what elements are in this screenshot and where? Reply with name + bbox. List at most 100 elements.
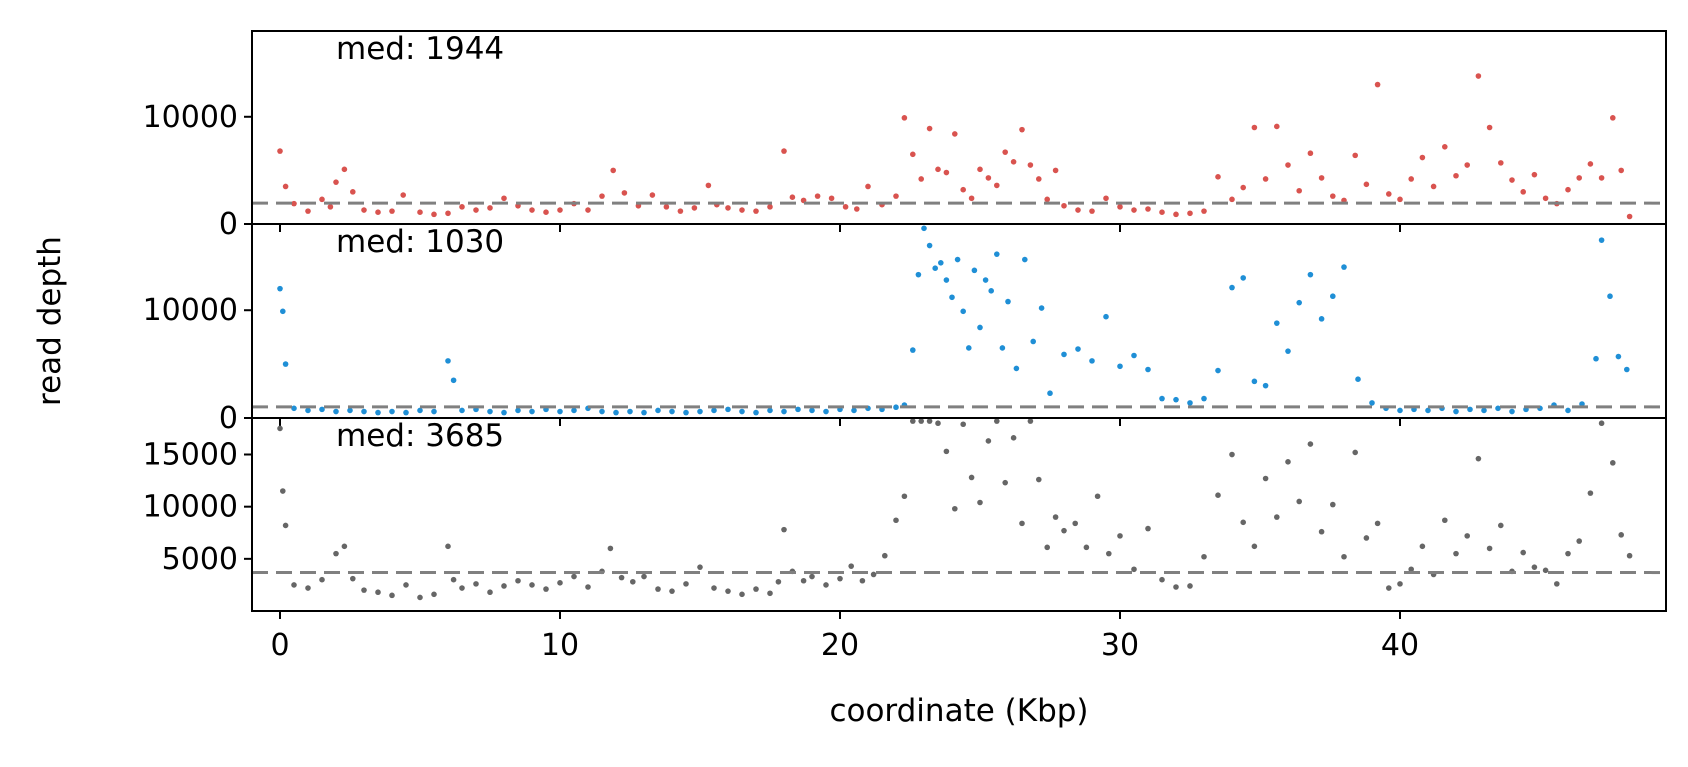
data-point <box>994 251 1000 257</box>
panel-1: 0 10000 med: 1944 <box>143 30 1667 242</box>
data-point <box>361 587 367 593</box>
data-point <box>1486 545 1493 552</box>
data-point <box>882 552 888 559</box>
data-point <box>327 204 334 210</box>
data-point <box>1626 213 1633 220</box>
data-point <box>1274 514 1280 520</box>
data-point <box>445 358 451 364</box>
data-point <box>1251 378 1258 385</box>
data-point <box>988 288 994 294</box>
data-point <box>333 408 339 415</box>
data-point <box>610 167 616 174</box>
data-point <box>333 550 339 557</box>
x-tick-label: 0 <box>270 628 289 663</box>
median-label: med: 1944 <box>336 31 504 67</box>
data-point <box>1307 271 1314 278</box>
y-axis-title: read depth <box>32 236 68 406</box>
data-point <box>277 425 283 432</box>
data-point <box>403 409 409 416</box>
data-point <box>711 585 717 591</box>
data-point <box>1419 543 1426 550</box>
data-point <box>277 148 283 154</box>
data-point <box>1047 390 1053 397</box>
data-point <box>781 148 787 154</box>
data-point <box>1531 171 1538 178</box>
data-point <box>1117 533 1123 539</box>
data-point <box>677 208 684 214</box>
data-point <box>641 573 647 580</box>
data-point <box>1145 525 1151 532</box>
data-point <box>1240 275 1246 281</box>
data-point <box>870 571 877 578</box>
data-point <box>952 505 958 512</box>
data-point <box>1481 407 1487 414</box>
data-point <box>1386 585 1392 591</box>
data-point <box>1240 184 1246 191</box>
data-point <box>1593 355 1599 362</box>
data-point <box>501 583 507 589</box>
data-point <box>389 208 395 214</box>
data-point <box>691 205 698 211</box>
y-tick-label: 0 <box>219 401 238 436</box>
data-point <box>1187 400 1193 406</box>
data-point <box>1285 348 1291 354</box>
data-point <box>1215 492 1221 499</box>
data-point <box>725 406 731 413</box>
data-point <box>473 581 479 587</box>
data-point <box>1215 174 1221 180</box>
data-point <box>1307 150 1314 157</box>
data-point <box>999 345 1006 351</box>
data-point <box>618 574 625 581</box>
x-tick-label: 10 <box>541 628 579 663</box>
data-point <box>341 543 348 550</box>
data-point <box>683 409 689 416</box>
data-point <box>926 418 933 424</box>
data-point <box>1027 418 1034 424</box>
data-point <box>1542 195 1549 202</box>
y-tick-label: 15000 <box>143 438 238 473</box>
data-point <box>487 408 493 415</box>
data-point <box>971 267 978 274</box>
data-point <box>781 526 787 533</box>
data-point <box>943 169 950 176</box>
data-point <box>1475 455 1482 462</box>
data-point <box>1010 435 1017 441</box>
data-point <box>1002 149 1008 155</box>
data-point <box>1027 162 1034 168</box>
panel-frame <box>251 417 1667 612</box>
data-point <box>1598 420 1605 427</box>
data-point <box>823 408 829 415</box>
data-point <box>1052 167 1059 174</box>
x-tick-label: 20 <box>821 628 859 663</box>
data-point <box>1296 498 1302 505</box>
data-point <box>1374 81 1381 88</box>
data-point <box>1576 175 1582 181</box>
data-point <box>915 271 922 278</box>
data-point <box>417 407 423 414</box>
data-point <box>1251 124 1258 131</box>
data-point <box>809 407 815 414</box>
data-point <box>557 408 563 415</box>
data-point <box>305 407 311 414</box>
data-point <box>1173 211 1179 218</box>
data-point <box>800 577 807 584</box>
data-point <box>1542 567 1549 574</box>
data-point <box>1229 284 1235 291</box>
data-point <box>926 242 933 249</box>
data-point <box>389 408 395 415</box>
data-point <box>375 409 381 416</box>
data-point <box>982 277 989 283</box>
data-points-panel-3 <box>252 418 1666 601</box>
data-point <box>901 493 908 500</box>
data-point <box>893 193 899 199</box>
data-point <box>319 196 325 203</box>
y-tick-label: 10000 <box>143 100 238 135</box>
data-point <box>501 195 507 202</box>
data-point <box>1229 196 1235 203</box>
panel-2: 0 10000 med: 1030 <box>143 223 1667 436</box>
data-point <box>851 407 857 414</box>
data-point <box>968 195 975 202</box>
data-point <box>375 209 381 216</box>
data-point <box>809 573 815 580</box>
data-point <box>949 294 955 301</box>
